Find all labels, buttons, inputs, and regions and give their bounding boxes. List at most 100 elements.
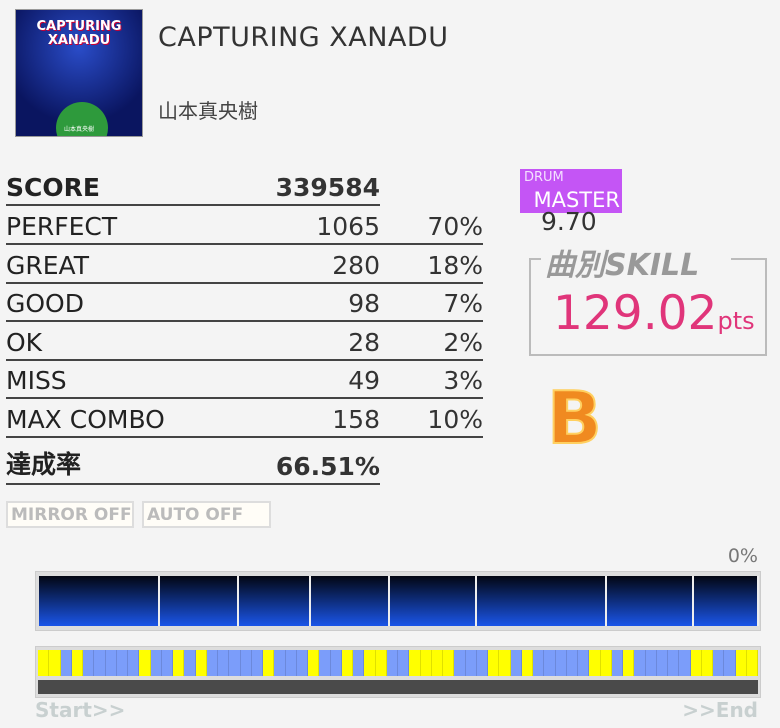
end-label: >>End <box>682 698 758 722</box>
skill-unit: pts <box>717 307 755 335</box>
note-cell <box>713 650 725 676</box>
note-cell <box>510 650 522 676</box>
note-cell <box>274 650 286 676</box>
note-cell <box>49 650 61 676</box>
note-cell <box>229 650 241 676</box>
note-cell <box>218 650 230 676</box>
note-cell <box>94 650 106 676</box>
instrument-label: DRUM <box>524 170 564 185</box>
note-cell <box>206 650 218 676</box>
note-cell <box>443 650 455 676</box>
judge-label: OK <box>6 327 43 357</box>
note-cell <box>533 650 545 676</box>
judge-percent-cell: 3% <box>380 360 483 399</box>
skill-number: 129.02 <box>553 286 718 341</box>
note-cell <box>161 650 173 676</box>
judge-percent-cell: 70% <box>380 206 483 245</box>
note-cell <box>701 650 713 676</box>
score-value: 339584 <box>275 173 380 202</box>
judge-row: MAX COMBO 158 <box>6 399 380 438</box>
jacket-globe <box>56 102 108 136</box>
judge-label: GREAT <box>6 250 89 280</box>
song-artist: 山本真央樹 <box>158 99 258 123</box>
difficulty-badge: DRUM MASTER <box>520 169 622 213</box>
judge-row: MISS 49 <box>6 360 380 399</box>
section-block <box>390 576 477 626</box>
note-cell <box>398 650 410 676</box>
score-label: SCORE <box>6 173 100 202</box>
judge-count: 49 <box>348 366 380 395</box>
judge-label: PERFECT <box>6 212 118 241</box>
note-cell <box>544 650 556 676</box>
section-block <box>239 576 311 626</box>
rank-badge: B <box>546 376 603 460</box>
note-cell <box>116 650 128 676</box>
note-cell-bar <box>35 646 761 698</box>
note-cell <box>566 650 578 676</box>
note-cell <box>555 650 567 676</box>
note-cell <box>105 650 117 676</box>
note-cell <box>128 650 140 676</box>
note-cell <box>656 650 668 676</box>
mirror-option: MIRROR OFF <box>6 501 134 528</box>
judge-percent: 7% <box>443 289 483 318</box>
note-cell <box>431 650 443 676</box>
note-cell <box>600 650 612 676</box>
note-cell <box>690 650 702 676</box>
section-block <box>160 576 239 626</box>
note-cell <box>611 650 623 676</box>
note-cell <box>645 650 657 676</box>
difficulty-level: 9.70 <box>541 207 597 236</box>
note-cell <box>83 650 95 676</box>
note-cell <box>341 650 353 676</box>
note-cell <box>364 650 376 676</box>
difficulty-name: MASTER <box>533 188 620 212</box>
achievement-label: 達成率 <box>6 450 82 479</box>
note-cell <box>589 650 601 676</box>
section-block <box>694 576 759 626</box>
note-cell <box>353 650 365 676</box>
judge-percent-cell: 7% <box>380 283 483 322</box>
note-cell <box>71 650 83 676</box>
note-cell <box>668 650 680 676</box>
start-label: Start>> <box>35 698 126 722</box>
note-cell <box>623 650 635 676</box>
note-cell <box>139 650 151 676</box>
note-cell <box>386 650 398 676</box>
judge-label: MISS <box>6 366 67 395</box>
judge-percent-cell: 2% <box>380 322 483 361</box>
note-cell <box>454 650 466 676</box>
note-cell <box>679 650 691 676</box>
judge-row: OK 28 <box>6 322 380 361</box>
note-cell <box>173 650 185 676</box>
skill-box <box>529 258 767 356</box>
note-cell <box>319 650 331 676</box>
note-cell <box>735 650 747 676</box>
note-cell <box>499 650 511 676</box>
note-cell <box>634 650 646 676</box>
section-block <box>39 576 160 626</box>
judge-row: GOOD 98 <box>6 283 380 322</box>
song-title: CAPTURING XANADU <box>158 22 449 53</box>
skill-title: 曲別SKILL <box>545 248 700 283</box>
judge-count: 280 <box>332 250 380 280</box>
judge-count: 28 <box>348 327 380 357</box>
auto-option: AUTO OFF <box>142 501 271 528</box>
note-cell <box>184 650 196 676</box>
note-cell <box>420 650 432 676</box>
note-cell <box>578 650 590 676</box>
achievement-row: 達成率 66.51% <box>6 446 380 485</box>
judge-count: 1065 <box>316 212 380 241</box>
judge-percent: 70% <box>427 212 483 241</box>
judge-percent-cell: 10% <box>380 399 483 438</box>
note-cell <box>724 650 736 676</box>
section-bar <box>35 571 761 631</box>
section-block <box>311 576 390 626</box>
judge-count: 98 <box>348 289 380 318</box>
note-cell <box>521 650 533 676</box>
achievement-value: 66.51% <box>275 452 380 481</box>
judge-percent: 10% <box>427 404 483 434</box>
judge-percent: 2% <box>443 327 483 357</box>
judge-percent: 3% <box>443 366 483 395</box>
judge-count: 158 <box>332 404 380 434</box>
